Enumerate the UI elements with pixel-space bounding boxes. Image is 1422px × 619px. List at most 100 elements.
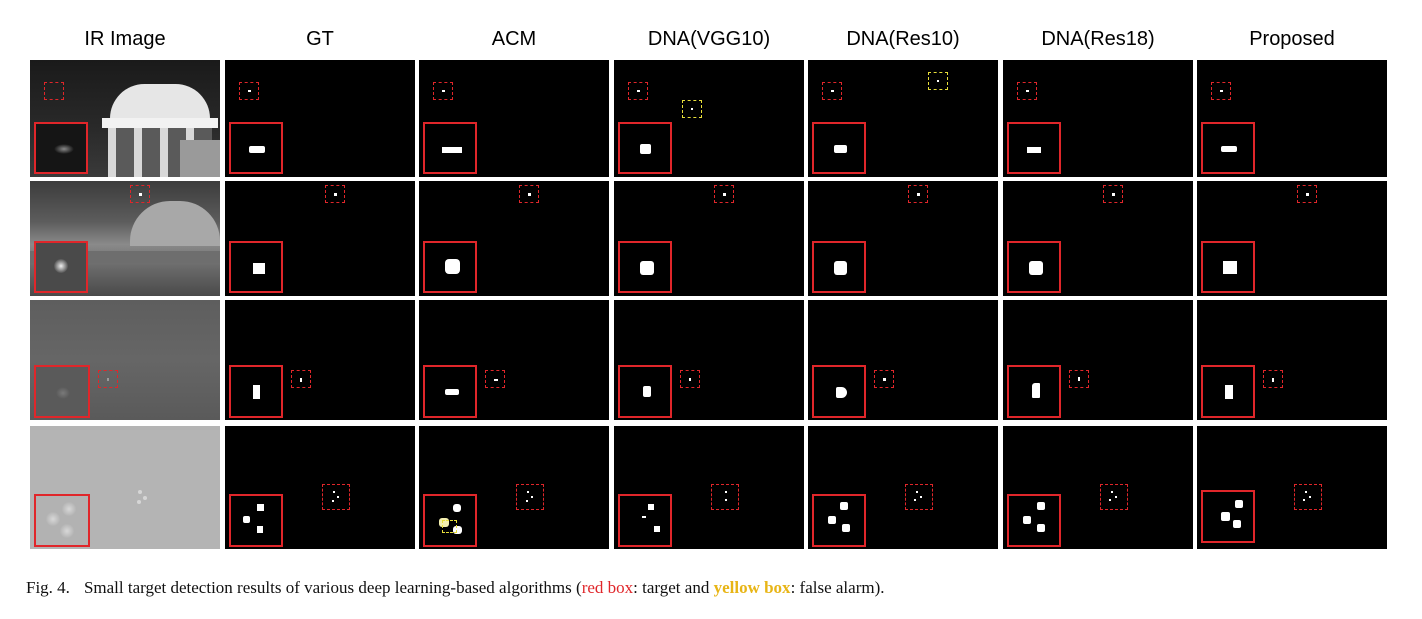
panel-row4-dna-res18 [1003,426,1193,549]
target-box [44,82,64,100]
target-box [711,484,739,510]
target-box [1069,370,1089,388]
zoom-inset [1007,241,1061,293]
zoom-inset [1201,490,1255,543]
zoom-inset [618,494,672,547]
caption-red-box: red box [581,578,634,597]
panel-row1-dna-res10 [808,60,998,177]
caption-text: Small target detection results of variou… [83,578,582,597]
zoom-inset [1007,365,1061,418]
caption-label: Fig. 4. [26,578,70,597]
panel-row1-gt [225,60,415,177]
target-box [1297,185,1317,203]
target-box [822,82,842,100]
zoom-inset [423,241,477,293]
zoom-inset [812,365,866,418]
zoom-inset [812,494,866,547]
panel-row2-ir-image [30,181,220,296]
panel-row3-dna-vgg10 [614,300,804,420]
panel-row1-proposed [1197,60,1387,177]
zoom-inset [229,365,283,418]
zoom-inset [423,122,477,174]
target-box [239,82,259,100]
target-box [291,370,311,388]
target-box [908,185,928,203]
column-header-acm: ACM [491,28,537,50]
panel-row2-dna-res10 [808,181,998,296]
target-box [130,185,150,203]
column-header-ir-image: IR Image [84,28,166,50]
foliage [180,140,220,177]
panel-row2-acm [419,181,609,296]
column-header-dna-res18: DNA(Res18) [1041,28,1155,50]
panel-row3-acm [419,300,609,420]
gazebo-roof [102,118,218,128]
zoom-inset [229,494,283,547]
zoom-inset [34,494,90,547]
target-box [1211,82,1231,100]
zoom-inset [34,122,88,174]
target-box [516,484,544,510]
panel-row4-proposed [1197,426,1387,549]
zoom-inset [1007,122,1061,174]
panel-row1-dna-vgg10 [614,60,804,177]
zoom-inset [618,122,672,174]
panel-row2-dna-vgg10 [614,181,804,296]
target-box [905,484,933,510]
panel-row4-dna-res10 [808,426,998,549]
panel-row1-ir-image [30,60,220,177]
panel-row2-proposed [1197,181,1387,296]
target-box [680,370,700,388]
target-box [1100,484,1128,510]
target-box [1017,82,1037,100]
target-box [714,185,734,203]
zoom-inset [1201,241,1255,293]
column-header-dna-res10: DNA(Res10) [846,28,960,50]
caption-end: : false alarm). [790,578,885,597]
zoom-inset [34,365,90,418]
target-box [325,185,345,203]
column-header-proposed: Proposed [1249,28,1335,50]
panel-row2-gt [225,181,415,296]
zoom-inset [229,241,283,293]
target-box [519,185,539,203]
zoom-inset [1201,365,1255,418]
caption-yellow-box: yellow box [713,578,791,597]
target-box [98,370,118,388]
gazebo-dome [110,84,210,124]
panel-row2-dna-res18 [1003,181,1193,296]
target-box [433,82,453,100]
zoom-inset [229,122,283,174]
panel-row3-dna-res18 [1003,300,1193,420]
zoom-inset [618,241,672,293]
false-alarm-box [682,100,702,118]
panel-row3-dna-res10 [808,300,998,420]
panel-row1-dna-res18 [1003,60,1193,177]
panel-row4-ir-image [30,426,220,549]
target-box [1103,185,1123,203]
panel-row3-gt [225,300,415,420]
false-alarm-box [442,520,457,533]
zoom-inset [423,494,477,547]
column-header-dna-vgg10: DNA(VGG10) [647,28,771,50]
false-alarm-box [928,72,948,90]
zoom-inset [34,241,88,293]
target-box [874,370,894,388]
target-box [1294,484,1322,510]
zoom-inset [1007,494,1061,547]
column-header-gt: GT [306,28,334,50]
panel-row1-acm [419,60,609,177]
zoom-inset [812,122,866,174]
target-box [485,370,505,388]
zoom-inset [423,365,477,418]
zoom-inset [618,365,672,418]
caption-middle: : target and [633,578,714,597]
target-box [628,82,648,100]
target-box [1263,370,1283,388]
panel-row4-dna-vgg10 [614,426,804,549]
panel-row3-ir-image [30,300,220,420]
figure-caption: Fig. 4. Small target detection results of… [26,578,1406,598]
panel-row3-proposed [1197,300,1387,420]
panel-row4-acm [419,426,609,549]
target-box [322,484,350,510]
